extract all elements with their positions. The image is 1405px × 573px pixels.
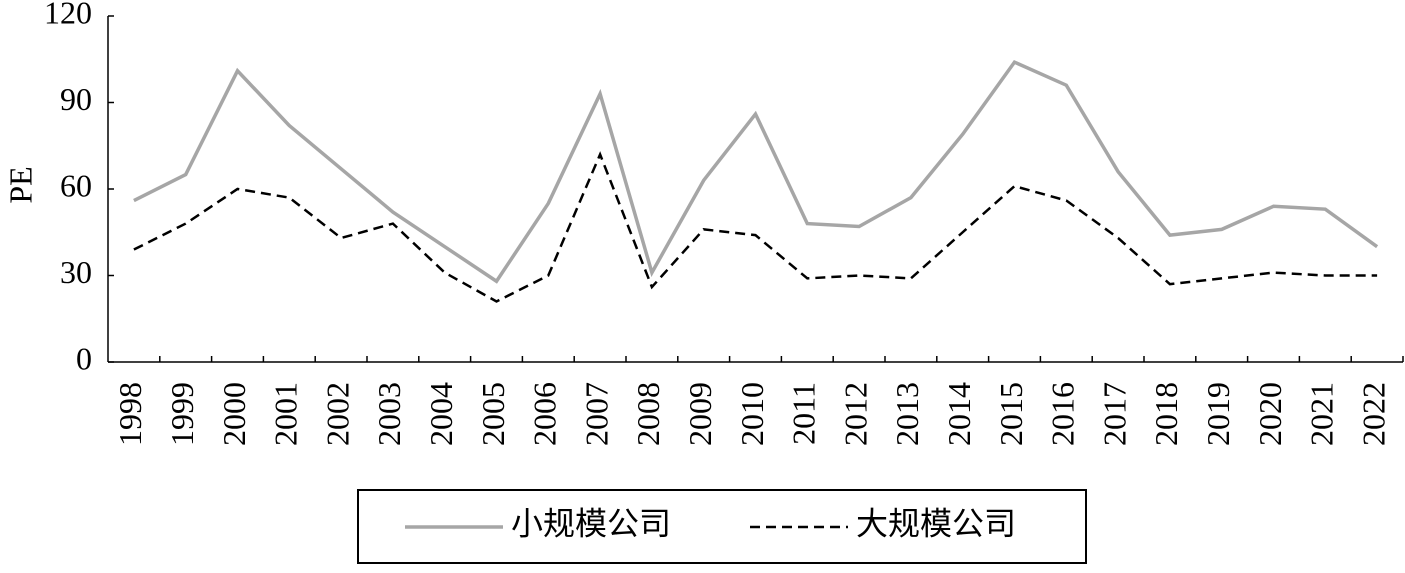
x-tick-label: 2016 [1045, 382, 1081, 446]
x-tick-label: 2014 [941, 382, 977, 446]
y-axis-label: PE [2, 166, 38, 203]
legend-box [357, 489, 1087, 564]
x-tick-label: 2001 [268, 382, 304, 446]
x-tick-label: 2004 [423, 382, 459, 446]
x-tick-label: 2010 [734, 382, 770, 446]
x-tick-label: 1998 [112, 382, 148, 446]
x-tick-label: 2021 [1304, 382, 1340, 446]
x-tick-label: 2017 [1096, 382, 1132, 446]
x-tick-label: 2019 [1200, 382, 1236, 446]
legend-label: 小规模公司 [511, 505, 671, 541]
x-tick-label: 2006 [527, 382, 563, 446]
x-tick-label: 2018 [1148, 382, 1184, 446]
x-tick-label: 2022 [1355, 382, 1391, 446]
x-tick-label: 2013 [889, 382, 925, 446]
y-tick-label: 60 [60, 167, 92, 203]
y-tick-label: 0 [76, 340, 92, 376]
x-tick-label: 2011 [786, 382, 822, 445]
line-series [133, 59, 1379, 284]
y-tick-label: 120 [44, 0, 92, 30]
y-tick-label: 90 [60, 81, 92, 117]
x-tick-label: 2009 [682, 382, 718, 446]
x-tick-label: 2015 [993, 382, 1029, 446]
x-tick-label: 2002 [319, 382, 355, 446]
line-series [133, 151, 1378, 303]
y-tick-label: 30 [60, 254, 92, 290]
x-tick-label: 2008 [630, 382, 666, 446]
x-tick-label: 2000 [216, 382, 252, 446]
x-tick-label: 2020 [1252, 382, 1288, 446]
x-tick-label: 2007 [578, 382, 614, 446]
x-tick-label: 2003 [371, 382, 407, 446]
x-tick-label: 2005 [475, 382, 511, 446]
x-tick-label: 2012 [837, 382, 873, 446]
x-tick-label: 1999 [164, 382, 200, 446]
legend-label: 大规模公司 [856, 505, 1016, 541]
